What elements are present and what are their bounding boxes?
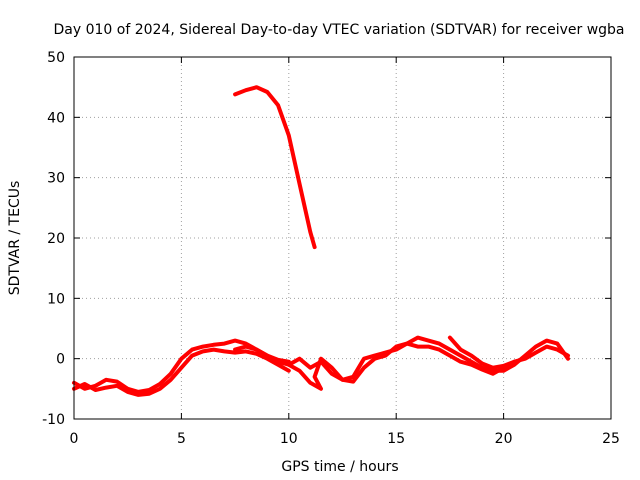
grid-layer [74, 57, 611, 419]
y-tick-label: -10 [42, 412, 65, 428]
y-tick-label: 50 [47, 50, 65, 66]
y-axis-label: SDTVAR / TECUs [7, 181, 23, 296]
y-tick-label: 10 [47, 291, 65, 307]
x-tick-label: 10 [280, 431, 298, 447]
x-tick-label: 15 [387, 431, 405, 447]
series-line-sat-b [72, 347, 291, 397]
series-line-sat-d [286, 341, 570, 391]
axis-layer: -10 0 10 20 30 40 50 0 5 10 15 20 25 [42, 50, 620, 447]
series-line-sat-e [447, 335, 517, 370]
y-tick-label: 20 [47, 231, 65, 247]
chart-title: Day 010 of 2024, Sidereal Day-to-day VTE… [53, 22, 624, 38]
series-layer [72, 85, 570, 397]
x-tick-label: 25 [602, 431, 620, 447]
x-axis-label: GPS time / hours [281, 459, 398, 475]
series-line-sat-f [233, 85, 317, 250]
x-tick-label: 20 [495, 431, 513, 447]
x-tick-label: 0 [70, 431, 79, 447]
y-tick-label: 30 [47, 171, 65, 187]
y-tick-label: 0 [56, 352, 65, 368]
y-tick-label: 40 [47, 110, 65, 126]
x-tick-label: 5 [177, 431, 186, 447]
